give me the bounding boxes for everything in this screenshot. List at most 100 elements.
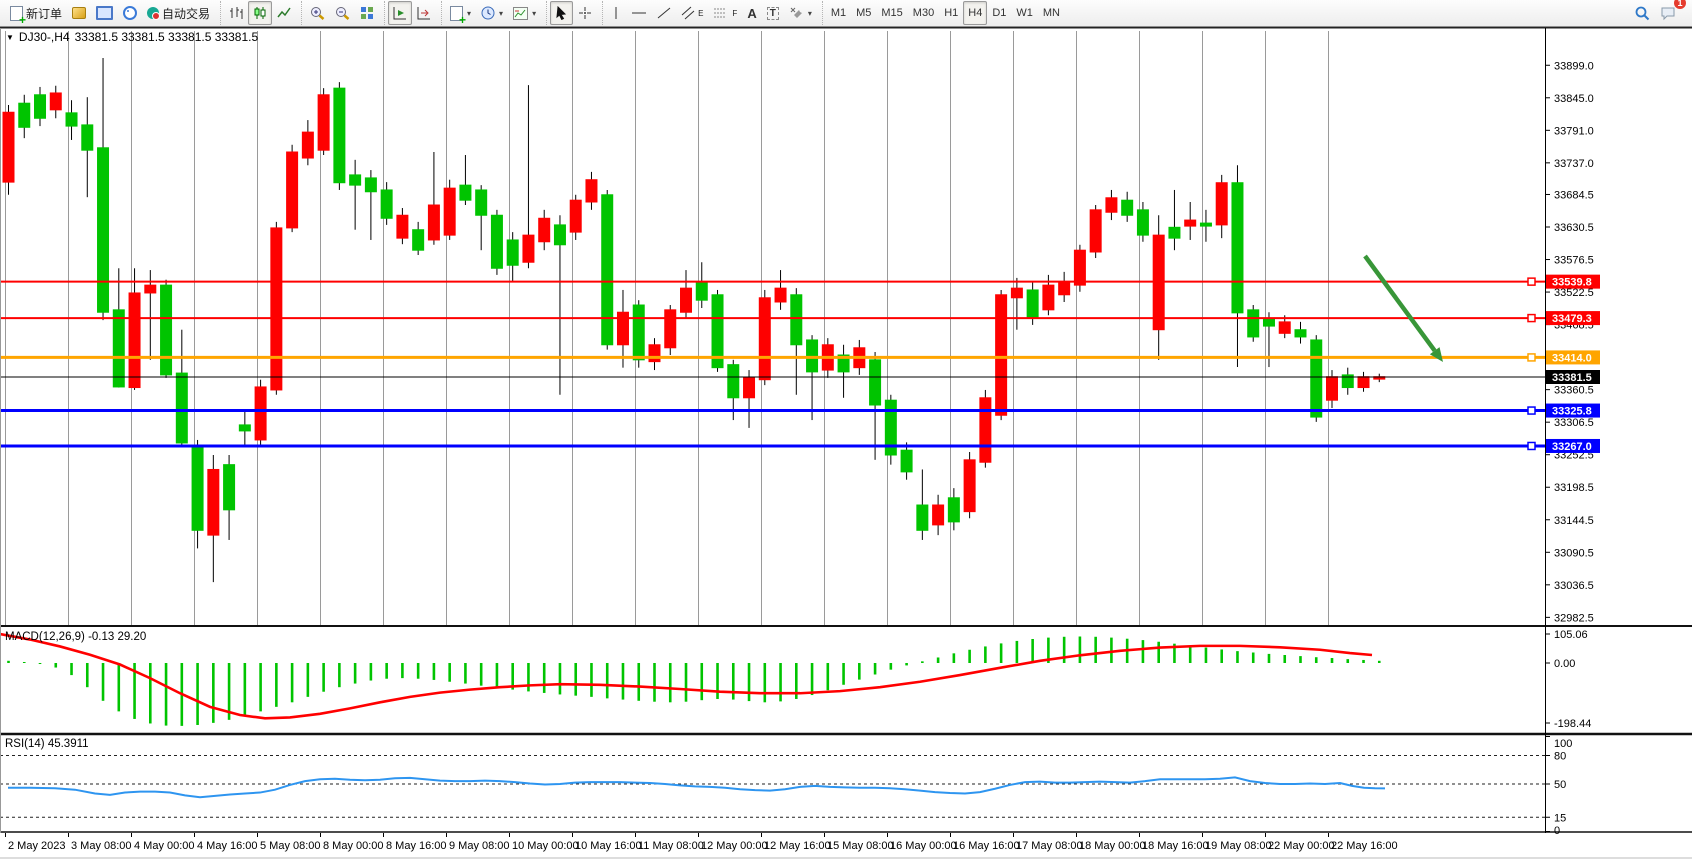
chart-window: ▼ DJ30-,H4 33381.5 33381.5 33381.5 33381… [0, 27, 1692, 859]
candle-down [900, 449, 913, 473]
timeframe-button-H1[interactable]: H1 [939, 1, 963, 25]
chart-shift-icon [417, 7, 431, 20]
fibonacci-button[interactable]: F [708, 1, 742, 25]
chevron-down-icon: ▾ [499, 8, 504, 18]
arrows-objects-icon [790, 7, 802, 18]
equidistant-channel-icon [681, 6, 695, 20]
chart-symbol-period: DJ30-,H4 [18, 30, 70, 44]
timeframe-button-MN[interactable]: MN [1038, 1, 1065, 25]
macd-axis-label: 105.06 [1554, 629, 1588, 641]
arrows-button[interactable]: ▾ [784, 1, 817, 25]
trendline-button[interactable] [652, 1, 676, 25]
candle-down [1341, 374, 1354, 389]
candle-up [1184, 219, 1197, 227]
candle-up [1357, 376, 1370, 389]
search-button[interactable] [1629, 1, 1655, 25]
price-line-label-text: 33381.5 [1552, 372, 1592, 384]
timeframe-button-W1[interactable]: W1 [1011, 1, 1038, 25]
signal-icon [123, 6, 138, 20]
level-handle[interactable] [1527, 353, 1536, 362]
price-tick-label: 33522.5 [1554, 287, 1594, 299]
notifications-button[interactable]: 1 [1655, 0, 1686, 25]
candle-up [144, 284, 157, 294]
channel-button[interactable]: E [676, 1, 708, 25]
level-handle[interactable] [1527, 441, 1536, 451]
time-axis: 2 May 2023 3 May 08:00 4 May 00:00 4 May 16… [0, 833, 1692, 859]
chart-shift-button[interactable] [412, 1, 436, 25]
rsi-label: RSI(14) 45.3911 [5, 738, 89, 750]
candle-up [49, 92, 62, 111]
time-tick-label: 22 May 16:00 [1331, 840, 1398, 852]
candle-up [648, 344, 661, 363]
level-handle[interactable] [1527, 277, 1536, 286]
price-tick-label: 33684.5 [1554, 189, 1594, 201]
price-tick-label: 33845.0 [1554, 93, 1594, 105]
indicators-button[interactable]: ▾ [445, 1, 476, 25]
timeframe-button-D1[interactable]: D1 [987, 1, 1011, 25]
periods-button[interactable]: ▾ [476, 1, 508, 25]
timeframe-button-M5[interactable]: M5 [851, 1, 876, 25]
candle-up [774, 287, 787, 303]
horizontal-line-button[interactable] [626, 1, 652, 25]
time-tick-label: 17 May 08:00 [1016, 840, 1083, 852]
chart-menu-icon[interactable]: ▼ [6, 32, 14, 42]
time-tick-label: 22 May 00:00 [1268, 840, 1335, 852]
timeframe-label: M30 [912, 7, 935, 19]
timeframe-button-H4[interactable]: H4 [963, 1, 988, 25]
signals-button[interactable] [118, 1, 142, 25]
candle-down [601, 194, 614, 346]
price-tick-label: 33306.5 [1554, 417, 1594, 429]
market-watch-button[interactable] [91, 1, 118, 25]
text-label-icon: T [766, 6, 779, 20]
text-button[interactable]: A [742, 1, 761, 25]
price-line-label [1546, 403, 1600, 418]
chart-ohlc-quotes: 33381.5 33381.5 33381.5 33381.5 [74, 30, 259, 44]
crosshair-icon [579, 7, 592, 19]
candle-up [1073, 249, 1086, 286]
chevron-down-icon: ▾ [807, 8, 812, 18]
horizontal-line-icon [632, 12, 647, 14]
price-chart[interactable]: MACD(12,26,9) -0.13 29.20 RSI(14) 45.3911… [0, 27, 1692, 859]
crosshair-button[interactable] [573, 1, 597, 25]
candle-up [979, 397, 992, 463]
orders-group: 新订单 自动交易 [2, 1, 218, 25]
price-line-label [1546, 438, 1600, 453]
level-handle[interactable] [1527, 313, 1536, 323]
candle-up [1105, 197, 1118, 213]
rsi-line [8, 776, 1386, 799]
level-handle[interactable] [1527, 406, 1536, 415]
line-chart-button[interactable] [272, 1, 296, 25]
candle-up [758, 297, 771, 381]
time-tick-label: 12 May 00:00 [701, 840, 768, 852]
bar-chart-button[interactable] [224, 1, 248, 25]
zoom-in-button[interactable] [305, 1, 330, 25]
price-tick-label: 33630.5 [1554, 222, 1594, 234]
market-depth-button[interactable] [67, 1, 91, 25]
candle-up [743, 377, 756, 399]
timeframe-label: H4 [968, 7, 983, 19]
vertical-line-button[interactable] [606, 1, 626, 25]
tile-windows-button[interactable] [355, 1, 379, 25]
templates-button[interactable]: ▾ [508, 1, 541, 25]
new-order-button[interactable]: 新订单 [5, 1, 67, 25]
timeframe-button-M15[interactable]: M15 [876, 1, 907, 25]
candlestick-chart-button[interactable] [248, 1, 273, 25]
search-icon [1635, 6, 1650, 21]
timeframe-button-M1[interactable]: M1 [826, 1, 851, 25]
candle-up [270, 227, 283, 391]
timeframe-button-M30[interactable]: M30 [908, 1, 939, 25]
auto-trading-button[interactable]: 自动交易 [142, 1, 215, 25]
candle-up [664, 309, 677, 349]
price-tick-label: 33144.5 [1554, 515, 1594, 527]
notification-badge: 1 [1674, 0, 1686, 9]
chat-bubble-icon [1661, 7, 1675, 20]
candle-down [947, 497, 960, 523]
candle-down [506, 239, 519, 266]
cursor-button[interactable] [550, 1, 574, 25]
text-label-button[interactable]: T [762, 1, 784, 25]
zoom-out-button[interactable] [330, 1, 355, 25]
time-tick-label: 8 May 16:00 [386, 840, 447, 852]
auto-scroll-button[interactable] [388, 1, 413, 25]
cursor-arrow-icon [556, 6, 567, 20]
trendline-icon [657, 7, 671, 19]
